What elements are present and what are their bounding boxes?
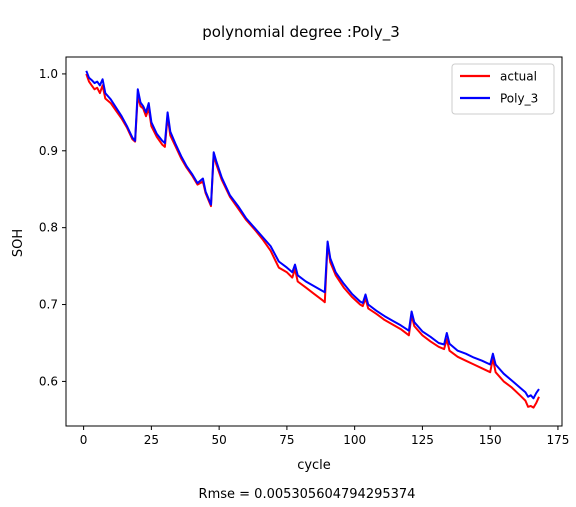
legend-items: actual Poly_3 <box>460 70 538 106</box>
series-layer <box>85 70 540 409</box>
x-tick-label: 50 <box>211 433 226 447</box>
plot-frame <box>65 56 563 427</box>
plot-area <box>65 56 563 427</box>
legend: actual Poly_3 <box>451 63 555 115</box>
y-axis-label: SOH <box>11 229 26 257</box>
series-line-actual <box>85 73 540 409</box>
y-tick-label: 0.8 <box>39 221 58 235</box>
x-tick-label: 0 <box>80 433 88 447</box>
legend-label: Poly_3 <box>500 92 538 106</box>
y-axis: 0.6 0.7 0.8 0.9 1.0 <box>39 67 66 388</box>
y-tick-label: 0.6 <box>39 374 58 388</box>
y-tick-label: 1.0 <box>39 67 58 81</box>
y-tick-label: 0.7 <box>39 298 58 312</box>
chart-title: polynomial degree :Poly_3 <box>202 23 400 42</box>
x-tick-label: 125 <box>411 433 434 447</box>
x-tick-label: 175 <box>546 433 569 447</box>
series-line-poly-3 <box>85 70 540 400</box>
x-tick-label: 75 <box>279 433 294 447</box>
x-axis: 0 25 50 75 100 125 150 175 <box>80 426 569 447</box>
y-tick-label: 0.9 <box>39 144 58 158</box>
rmse-caption: Rmse = 0.005305604794295374 <box>199 487 416 502</box>
x-tick-label: 100 <box>343 433 366 447</box>
x-axis-label: cycle <box>297 458 331 473</box>
x-tick-label: 150 <box>479 433 502 447</box>
legend-label: actual <box>500 70 537 84</box>
x-tick-label: 25 <box>144 433 159 447</box>
